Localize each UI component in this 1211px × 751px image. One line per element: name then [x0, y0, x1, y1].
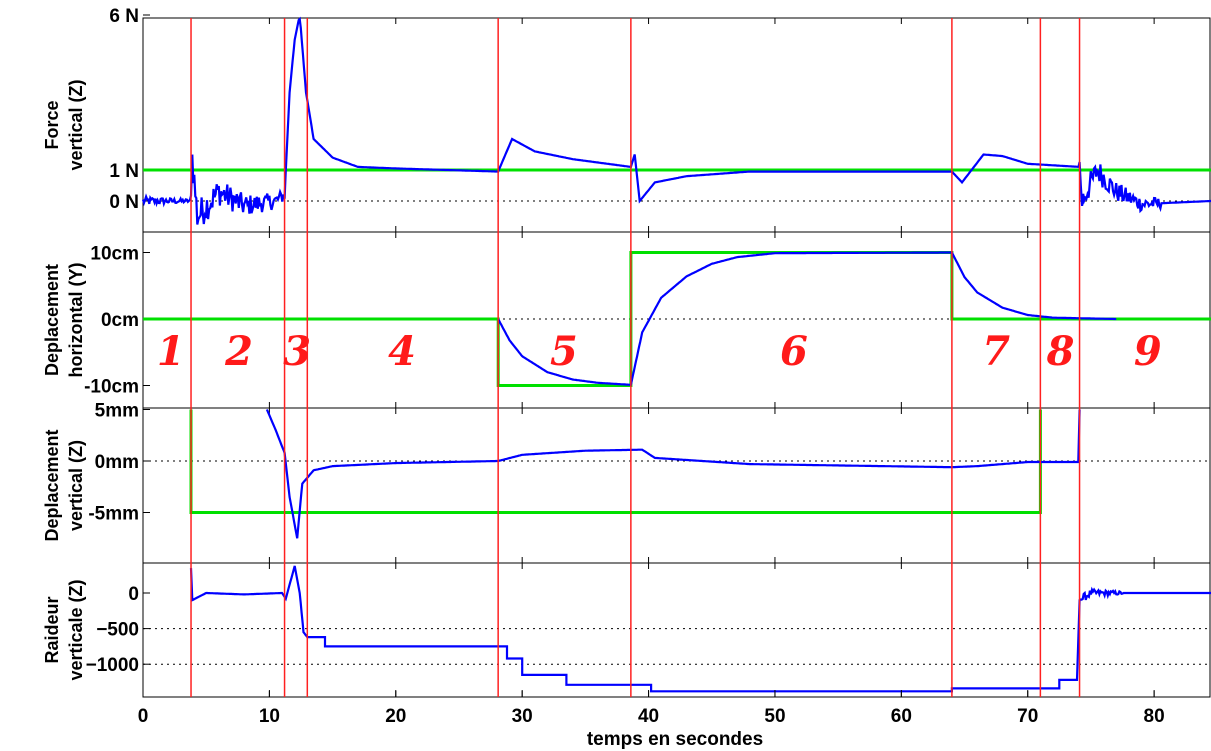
y-tick-label: 10cm — [90, 244, 139, 265]
measured-line — [265, 409, 1081, 539]
y-tick-label: 5mm — [95, 401, 139, 422]
y-tick-label: 0cm — [101, 310, 139, 331]
x-tick-label: 50 — [764, 706, 785, 727]
x-tick-label: 10 — [259, 706, 280, 727]
y-axis-label: Raideur — [42, 596, 62, 663]
phase-boundaries — [190, 18, 1081, 697]
panel-2: -10cm 0cm 10cm Deplacement horizontal (Y) — [42, 231, 1211, 409]
y-tick-label: 6 N — [109, 6, 139, 27]
x-axis: 0 10 20 30 40 50 60 70 80 — [138, 690, 1165, 727]
panel-4: −1000 −500 0 Raideur verticale (Z) — [42, 562, 1211, 698]
y-axis-label: vertical (Z) — [66, 440, 86, 531]
panel-1: 0 N 1 N 6 N Force vertical (Z) — [42, 6, 1211, 233]
y-axis-label: horizontal (Y) — [66, 263, 86, 378]
phase-label: 6 — [780, 328, 808, 375]
phase-label: 7 — [982, 328, 1010, 375]
x-tick-label: 30 — [512, 706, 533, 727]
phase-label: 4 — [388, 328, 416, 375]
phase-label: 9 — [1134, 328, 1162, 375]
y-tick-label: -10cm — [84, 377, 139, 398]
phase-label: 2 — [224, 328, 253, 375]
x-axis-label: temps en secondes — [587, 729, 763, 750]
x-tick-label: 80 — [1144, 706, 1165, 727]
y-axis-label: vertical (Z) — [66, 79, 86, 170]
measured-line — [141, 16, 1211, 225]
y-axis-label: Force — [42, 100, 62, 149]
measured-line — [497, 251, 1117, 386]
y-axis-label: Deplacement — [42, 264, 62, 376]
phase-label: 1 — [157, 328, 185, 375]
x-tick-label: 60 — [891, 706, 912, 727]
x-tick-label: 40 — [638, 706, 659, 727]
phase-label: 8 — [1046, 328, 1075, 375]
y-axis-label: verticale (Z) — [66, 579, 86, 680]
x-tick-label: 20 — [385, 706, 406, 727]
x-tick-label: 0 — [138, 706, 149, 727]
x-tick-label: 70 — [1017, 706, 1038, 727]
y-tick-label: 0mm — [95, 452, 139, 473]
panel-3: -5mm 0mm 5mm Deplacement vertical (Z) — [42, 401, 1211, 564]
y-axis-label: Deplacement — [42, 429, 62, 541]
panel-frame — [142, 562, 1211, 698]
y-tick-label: 0 — [128, 584, 139, 605]
phase-label: 3 — [283, 328, 311, 375]
y-tick-label: 0 N — [109, 192, 139, 213]
y-tick-label: 1 N — [109, 161, 139, 182]
y-tick-label: -5mm — [88, 504, 139, 525]
y-tick-label: −500 — [96, 620, 139, 641]
y-tick-label: −1000 — [86, 655, 139, 676]
phase-label: 5 — [550, 328, 578, 375]
